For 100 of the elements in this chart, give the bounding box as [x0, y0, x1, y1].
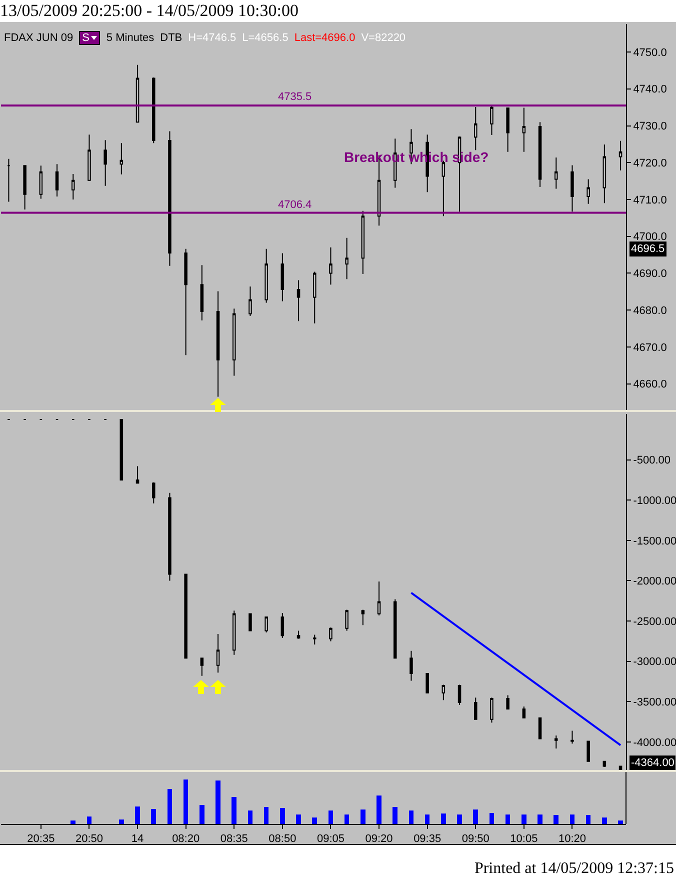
bar — [119, 820, 124, 824]
bar — [248, 810, 253, 824]
candlestick — [136, 64, 140, 123]
candlestick — [377, 581, 381, 616]
candlestick — [554, 735, 558, 749]
candlestick — [394, 598, 397, 659]
candlestick — [200, 264, 204, 321]
y-tick-label: -1500.00 — [633, 535, 676, 548]
candlestick — [248, 613, 252, 632]
bar — [376, 795, 382, 824]
text: -4364.00 — [631, 757, 674, 769]
annotation: V=82220 — [361, 32, 406, 44]
candlestick — [72, 174, 75, 200]
x-tick-label: 08:50 — [268, 833, 296, 846]
candlestick — [329, 246, 332, 286]
bar — [457, 814, 462, 824]
candlestick — [538, 122, 542, 188]
annotation: H=4746.5 — [188, 32, 236, 44]
y-tick-label: -2500.00 — [633, 616, 676, 628]
y-tick-label: -4000.00 — [633, 736, 676, 749]
bar — [135, 806, 140, 824]
y-tick-label: -1000.00 — [633, 494, 676, 507]
candlestick — [345, 237, 348, 280]
y-tick-label: 4670.0 — [633, 342, 667, 354]
candlestick — [522, 107, 526, 152]
y-tick-label: -500.00 — [633, 454, 671, 467]
bar — [200, 804, 204, 824]
candlestick — [168, 130, 172, 266]
candlestick — [506, 108, 510, 152]
bar — [183, 779, 188, 824]
bar — [232, 797, 237, 824]
candlestick — [570, 164, 574, 212]
x-tick-label: 08:35 — [220, 833, 248, 846]
candlestick — [264, 248, 268, 304]
y-tick-label: -2000.00 — [633, 576, 676, 588]
candlestick — [361, 210, 365, 274]
bar — [280, 808, 285, 824]
x-tick-label: 10:20 — [558, 833, 586, 846]
candlestick — [458, 684, 462, 706]
candlestick — [313, 271, 316, 324]
bar — [505, 814, 510, 824]
candlestick — [570, 730, 574, 744]
candlestick — [216, 290, 220, 398]
candlestick — [216, 633, 220, 674]
annotation: FDAX JUN 09 — [4, 32, 74, 44]
candlestick — [522, 706, 526, 718]
x-tick-label: 08:20 — [172, 833, 200, 846]
x-tick-label: 09:20 — [365, 833, 393, 846]
y-tick-label: 4680.0 — [633, 304, 667, 317]
candlestick — [296, 280, 300, 322]
candlestick — [120, 142, 124, 175]
y-tick-label: 4750.0 — [633, 46, 667, 59]
chart-title: 13/05/2009 20:25:00 - 14/05/2009 10:30:00 — [0, 1, 298, 21]
candlestick — [618, 140, 622, 171]
candlestick — [345, 609, 348, 632]
bar — [441, 814, 446, 824]
candlestick — [23, 165, 26, 210]
candlestick — [39, 165, 43, 200]
candlestick — [232, 610, 236, 656]
text: 4696.5 — [631, 243, 665, 255]
ref-line-label: 4706.4 — [278, 199, 312, 211]
candlestick — [442, 684, 446, 701]
candlestick — [232, 308, 236, 376]
y-tick-label: -3500.00 — [633, 696, 676, 709]
bar — [312, 817, 318, 824]
bar — [489, 812, 494, 824]
x-tick-label: 10:05 — [510, 833, 538, 846]
bar — [570, 814, 575, 824]
bar — [554, 815, 559, 824]
x-tick-label: 20:35 — [27, 833, 55, 846]
candlestick — [410, 650, 413, 682]
bar — [408, 810, 414, 824]
candlestick — [280, 252, 284, 302]
bar — [264, 807, 269, 824]
candlestick — [120, 418, 124, 480]
candlestick — [361, 609, 365, 626]
y-tick-label: 4730.0 — [633, 120, 667, 133]
bar — [296, 814, 301, 824]
candlestick — [184, 248, 188, 356]
annotation: 5 Minutes — [106, 32, 154, 44]
x-tick-label: 09:50 — [462, 833, 490, 846]
candlestick — [586, 178, 590, 204]
candlestick — [602, 144, 606, 204]
candlestick — [280, 612, 284, 638]
candlestick — [152, 482, 156, 504]
annotation: Last=4696.0 — [294, 32, 356, 44]
bar — [473, 810, 478, 824]
bar — [70, 820, 76, 824]
bar — [151, 808, 156, 824]
bar — [392, 807, 398, 824]
bar — [538, 814, 542, 824]
annotation: DTB — [160, 32, 182, 44]
text: Printed at 14/05/2009 12:37:15 — [474, 860, 674, 878]
x-tick-label: 09:35 — [414, 833, 442, 846]
candlestick — [490, 105, 494, 136]
candlestick — [184, 574, 188, 659]
y-tick-label: 4710.0 — [633, 194, 667, 206]
candlestick — [474, 697, 478, 720]
ref-line-label: 4735.5 — [278, 91, 312, 103]
candlestick — [313, 634, 316, 645]
